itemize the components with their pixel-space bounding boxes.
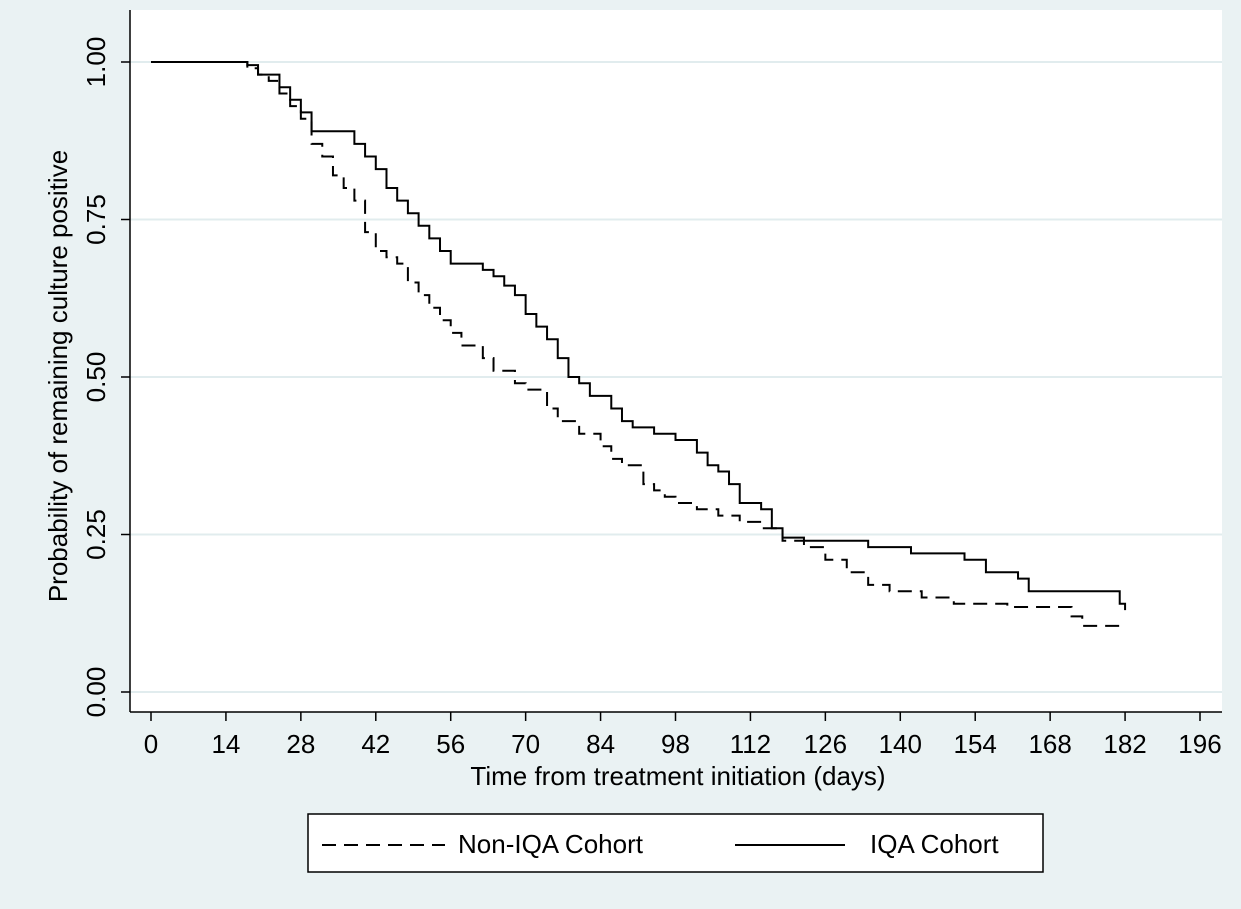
x-tick-label: 70 — [511, 729, 540, 759]
survival-line — [151, 61, 1127, 611]
x-tick-label: 56 — [436, 729, 465, 759]
legend-label: IQA Cohort — [870, 829, 999, 859]
y-tick-label: 0.25 — [81, 509, 111, 560]
y-tick-label: 0.50 — [81, 352, 111, 403]
x-tick-label: 140 — [879, 729, 922, 759]
x-tick-label: 168 — [1028, 729, 1071, 759]
y-tick-label: 0.75 — [81, 194, 111, 245]
legend — [307, 813, 1044, 873]
x-tick-label: 196 — [1178, 729, 1221, 759]
x-tick-label: 126 — [804, 729, 847, 759]
x-tick-label: 84 — [586, 729, 615, 759]
x-tick-label: 42 — [361, 729, 390, 759]
y-tick-label: 1.00 — [81, 37, 111, 88]
x-axis-title: Time from treatment initiation (days) — [470, 761, 885, 791]
survival-line — [151, 61, 1126, 627]
x-tick-label: 28 — [286, 729, 315, 759]
y-tick-label: 0.00 — [81, 667, 111, 718]
legend-label: Non-IQA Cohort — [458, 829, 644, 859]
x-tick-label: 182 — [1103, 729, 1146, 759]
x-tick-label: 98 — [661, 729, 690, 759]
x-tick-label: 154 — [954, 729, 997, 759]
x-tick-label: 14 — [211, 729, 240, 759]
x-tick-label: 0 — [144, 729, 158, 759]
y-axis-title: Probability of remaining culture positiv… — [43, 150, 73, 602]
x-tick-label: 112 — [730, 729, 771, 759]
